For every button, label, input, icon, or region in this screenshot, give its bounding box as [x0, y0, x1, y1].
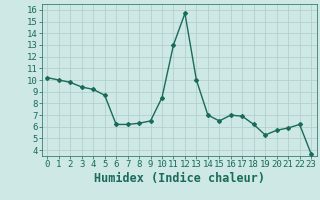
X-axis label: Humidex (Indice chaleur): Humidex (Indice chaleur): [94, 172, 265, 185]
